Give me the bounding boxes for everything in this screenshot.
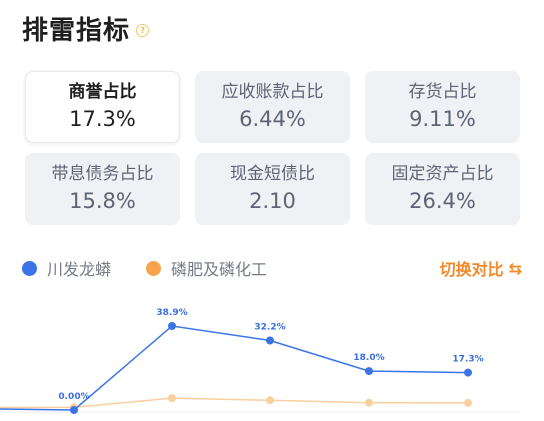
industry-point[interactable] (365, 398, 373, 407)
metric-label: 应收账款占比 (221, 82, 324, 102)
industry-point[interactable] (266, 396, 274, 405)
metric-label: 商誉占比 (68, 82, 137, 102)
metric-grid: 商誉占比 17.3% 应收账款占比 6.44% 存货占比 9.11% 带息债务占… (25, 71, 520, 225)
metric-value: 9.11% (409, 107, 476, 131)
company-point[interactable] (266, 336, 274, 345)
metric-value: 6.44% (239, 107, 306, 131)
page-title-row: 排雷指标 ? (22, 10, 150, 46)
legend-item-industry: 磷肥及磷化工 (146, 256, 267, 280)
data-label: 38.9% (156, 308, 187, 318)
metric-value: 2.10 (249, 189, 296, 213)
switch-icon: ⇆ (508, 258, 522, 278)
metric-value: 15.8% (69, 189, 136, 213)
data-label: 17.3% (452, 355, 483, 365)
metric-value: 26.4% (409, 189, 476, 213)
company-point[interactable] (168, 322, 176, 330)
metric-card-receivables[interactable]: 应收账款占比 6.44% (195, 71, 350, 143)
company-point[interactable] (70, 406, 78, 414)
metric-card-goodwill[interactable]: 商誉占比 17.3% (25, 71, 180, 143)
company-point[interactable] (365, 367, 373, 376)
metric-label: 存货占比 (408, 82, 477, 102)
metric-value: 17.3% (69, 107, 136, 131)
question-circle-icon[interactable]: ? (136, 23, 150, 37)
industry-point[interactable] (168, 394, 176, 403)
data-label: 0.00% (58, 392, 89, 402)
legend-dot-industry (146, 260, 161, 276)
data-label: 18.0% (353, 353, 384, 363)
metric-label: 现金短债比 (230, 164, 315, 184)
metric-label: 带息债务占比 (51, 164, 154, 184)
data-label: 32.2% (254, 323, 285, 333)
legend-label-industry: 磷肥及磷化工 (171, 260, 268, 279)
page-title: 排雷指标 (22, 15, 131, 46)
line-chart: 0.00% 38.9% 32.2% 18.0% 17.3% (0, 308, 520, 414)
metric-card-interest-debt[interactable]: 带息债务占比 15.8% (25, 153, 180, 225)
industry-point[interactable] (464, 398, 472, 407)
company-point[interactable] (464, 368, 472, 377)
metric-label: 固定资产占比 (391, 164, 494, 184)
switch-compare-button[interactable]: 切换对比 ⇆ (440, 256, 522, 280)
legend-label-company: 川发龙蟒 (47, 260, 112, 279)
metric-card-inventory[interactable]: 存货占比 9.11% (365, 71, 520, 143)
series-line-industry (0, 397, 469, 409)
legend-dot-company (22, 260, 37, 276)
metric-card-fixed-assets[interactable]: 固定资产占比 26.4% (365, 153, 520, 225)
metric-card-cash-short-debt[interactable]: 现金短债比 2.10 (195, 153, 350, 225)
chart-legend: 川发龙蟒 磷肥及磷化工 切换对比 ⇆ (22, 256, 522, 280)
legend-item-company: 川发龙蟒 (22, 256, 111, 280)
series-line-company (0, 325, 469, 411)
switch-compare-label: 切换对比 (439, 260, 504, 279)
